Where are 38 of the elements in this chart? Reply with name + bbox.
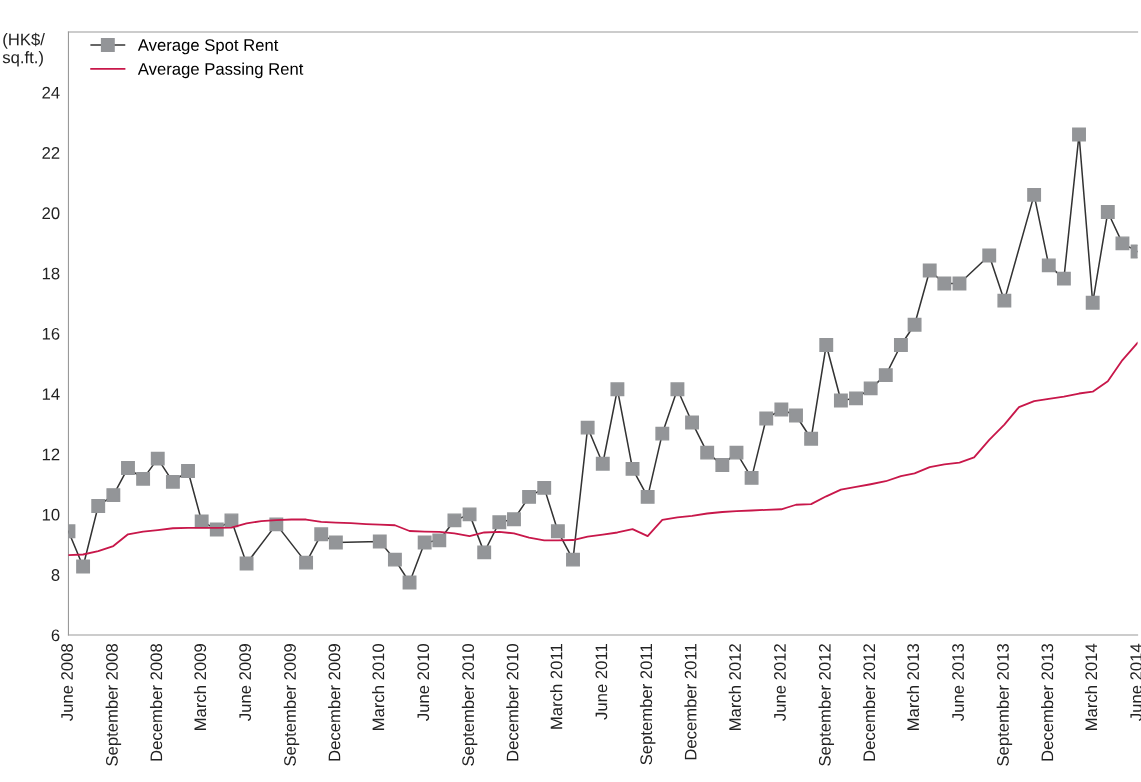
y-tick-label: 16 xyxy=(42,327,60,340)
x-tick-label: December 2011 xyxy=(684,644,697,760)
x-tick-label: September 2009 xyxy=(283,644,300,766)
x-tick-label: September 2010 xyxy=(461,643,478,766)
y-tick-label: 24 xyxy=(42,86,60,99)
x-tick-label: June 2010 xyxy=(417,643,430,721)
x-tick-label: March 2014 xyxy=(1084,643,1098,730)
x-tick-label: December 2013 xyxy=(1041,644,1054,761)
x-tick-label: June 2012 xyxy=(774,644,786,721)
x-tick-label: September 2008 xyxy=(105,644,122,766)
x-tick-label: March 2010 xyxy=(372,643,385,730)
x-tick-label: March 2012 xyxy=(728,644,741,730)
legend-label: Average Spot Rent xyxy=(137,39,279,55)
x-tick-label: September 2012 xyxy=(818,644,835,766)
y-tick-label: 20 xyxy=(42,207,60,220)
x-tick-label: March 2009 xyxy=(193,644,207,730)
y-tick-label: 6 xyxy=(51,629,60,642)
line-series xyxy=(68,341,1138,557)
legend-label: Average Passing Rent xyxy=(137,62,304,79)
x-tick-label: December 2009 xyxy=(328,644,341,761)
y-tick-label: 10 xyxy=(42,508,60,521)
x-tick-label: March 2013 xyxy=(906,644,920,730)
y-tick-label: 14 xyxy=(42,388,60,400)
x-tick-label: December 2012 xyxy=(862,644,876,761)
x-tick-label: December 2008 xyxy=(149,644,163,761)
x-tick-label: June 2008 xyxy=(61,644,73,721)
y-tick-label: 12 xyxy=(42,448,60,461)
x-tick-label: December 2010 xyxy=(506,643,519,761)
y-tick-label: 8 xyxy=(51,569,60,581)
x-tick-label: March 2011 xyxy=(550,644,563,729)
y-axis-title: (HK$/ sq.ft.) xyxy=(2,32,45,67)
x-tick-label: June 2013 xyxy=(952,644,964,721)
y-tick-label: 22 xyxy=(42,147,60,159)
x-tick-label: September 2011 xyxy=(639,644,656,765)
y-tick-label: 18 xyxy=(42,267,60,280)
x-tick-label: June 2009 xyxy=(239,644,252,721)
x-tick-label: June 2011 xyxy=(595,644,608,720)
x-tick-label: September 2013 xyxy=(996,644,1013,766)
